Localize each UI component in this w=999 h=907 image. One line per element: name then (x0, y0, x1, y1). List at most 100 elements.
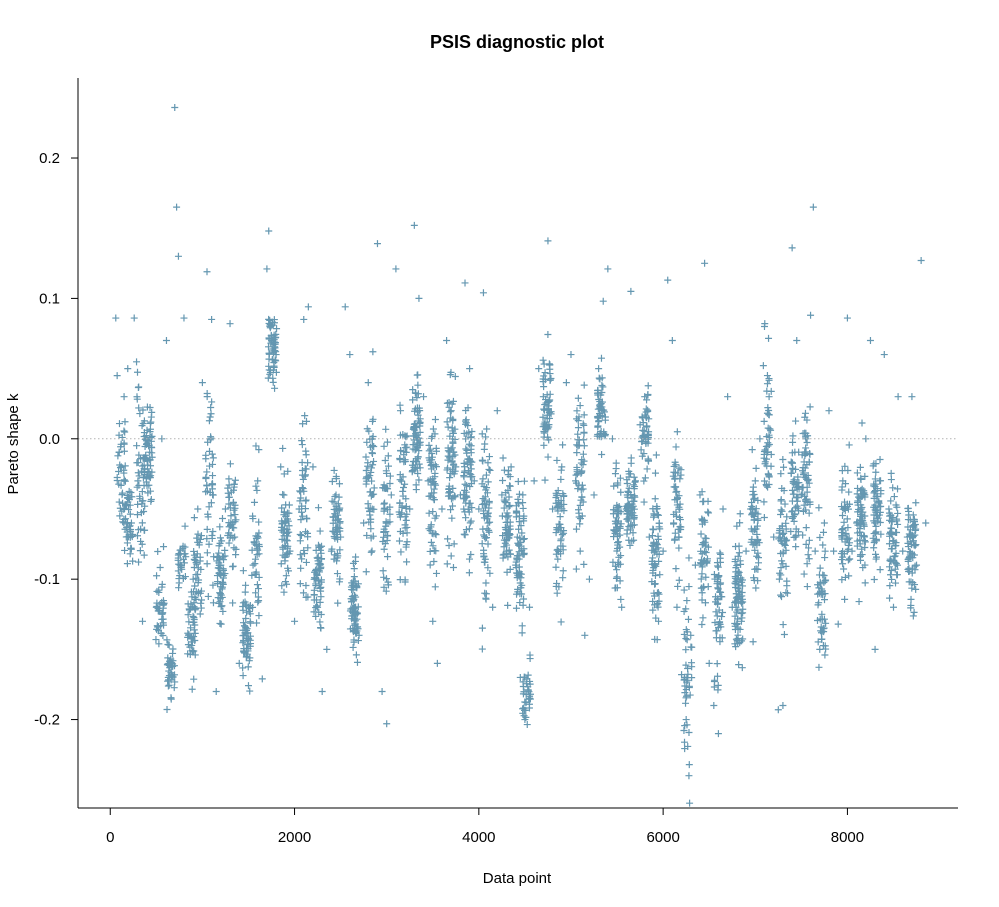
data-point (887, 469, 895, 477)
data-point (821, 547, 829, 555)
data-point (763, 372, 771, 380)
data-point (672, 461, 680, 469)
data-point (613, 573, 621, 581)
data-point (239, 567, 247, 575)
data-point (751, 526, 759, 534)
data-point (416, 428, 424, 436)
data-point (838, 556, 846, 564)
data-point (675, 464, 683, 472)
data-point (159, 601, 167, 609)
data-point (263, 265, 271, 273)
data-point (194, 505, 202, 513)
data-point (520, 549, 528, 557)
data-point (447, 407, 455, 415)
data-point (802, 540, 810, 548)
data-point (239, 664, 247, 672)
data-point (782, 562, 790, 570)
data-point (350, 565, 358, 573)
data-point (597, 400, 605, 408)
data-point (254, 598, 262, 606)
data-point (171, 678, 179, 686)
data-point (452, 463, 460, 471)
data-point (894, 509, 902, 517)
data-point (499, 454, 507, 462)
data-point (642, 423, 650, 431)
data-point (888, 531, 896, 539)
data-point (715, 623, 723, 631)
data-point (158, 615, 166, 623)
data-point (368, 450, 376, 458)
data-point (468, 428, 476, 436)
data-point (650, 589, 658, 597)
data-point (576, 402, 584, 410)
data-point (155, 588, 163, 596)
data-point (676, 475, 684, 483)
data-point (825, 407, 833, 415)
data-point (640, 498, 648, 506)
data-point (886, 571, 894, 579)
data-point (231, 511, 239, 519)
data-point (712, 593, 720, 601)
data-point (265, 227, 273, 235)
data-point (380, 525, 388, 533)
data-point (348, 586, 356, 594)
data-point (656, 525, 664, 533)
data-point (885, 540, 893, 548)
data-point (595, 374, 603, 382)
y-axis-ticks: -0.2 -0.1 0.0 0.1 0.2 (34, 150, 78, 729)
data-point (196, 557, 204, 565)
data-point (581, 631, 589, 639)
data-point (616, 577, 624, 585)
data-point (480, 482, 488, 490)
data-point (861, 538, 869, 546)
data-point (699, 614, 707, 622)
data-point (799, 531, 807, 539)
data-point (609, 506, 617, 514)
data-point (818, 635, 826, 643)
data-point (610, 482, 618, 490)
data-point (367, 468, 375, 476)
data-point (670, 462, 678, 470)
y-tick-label: 0.0 (39, 431, 60, 448)
data-point (253, 486, 261, 494)
data-point (524, 671, 532, 679)
data-point (219, 607, 227, 615)
data-point (783, 577, 791, 585)
data-point (134, 477, 142, 485)
data-point (242, 581, 250, 589)
data-point (907, 595, 915, 603)
data-point (370, 505, 378, 513)
data-point (778, 484, 786, 492)
data-point (384, 553, 392, 561)
data-point (143, 426, 151, 434)
data-point (735, 661, 743, 669)
data-point (698, 563, 706, 571)
data-point (705, 659, 713, 667)
data-point (765, 334, 773, 342)
data-point (166, 664, 174, 672)
data-point (503, 568, 511, 576)
data-point (886, 582, 894, 590)
data-point (778, 593, 786, 601)
data-point (648, 532, 656, 540)
data-point (655, 550, 663, 558)
data-point (839, 525, 847, 533)
data-point (815, 504, 823, 512)
data-point (205, 462, 213, 470)
data-point (770, 533, 778, 541)
data-point (763, 387, 771, 395)
data-point (613, 566, 621, 574)
data-point (329, 519, 337, 527)
data-point (574, 424, 582, 432)
data-point (521, 698, 529, 706)
data-point (777, 506, 785, 514)
data-point (317, 546, 325, 554)
data-point (780, 631, 788, 639)
data-point (174, 554, 182, 562)
data-point (408, 468, 416, 476)
data-point (649, 606, 657, 614)
data-point (120, 447, 128, 455)
data-point (255, 446, 263, 454)
data-point (386, 510, 394, 518)
data-point (125, 487, 133, 495)
